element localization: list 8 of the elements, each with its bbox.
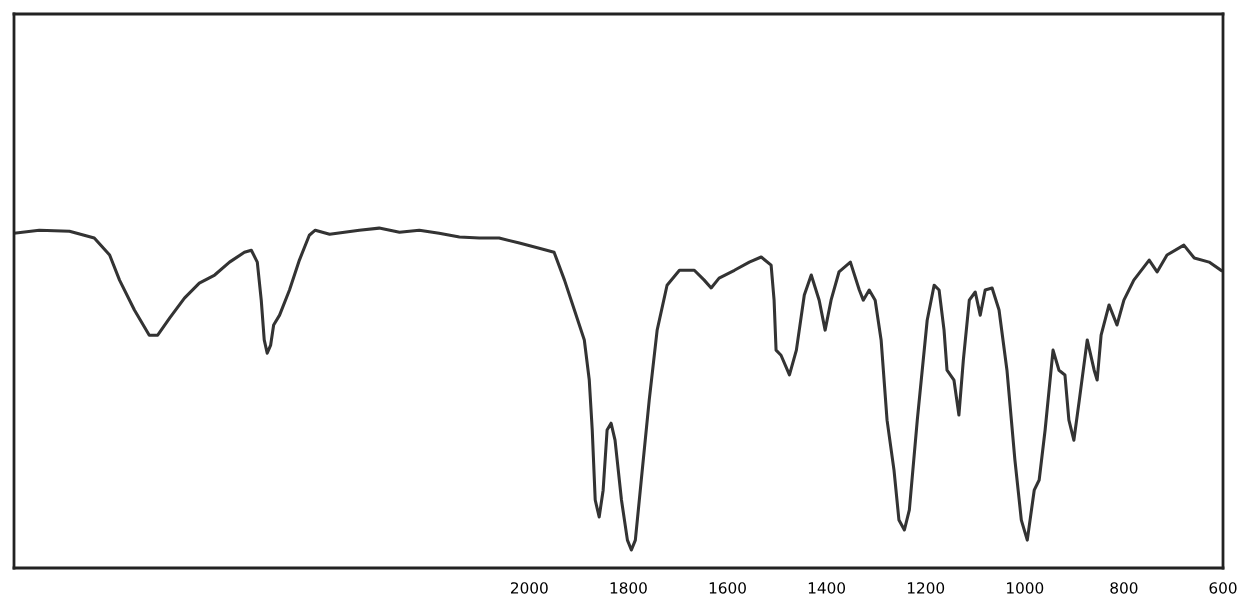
x-tick-label: 2000	[510, 582, 548, 594]
x-tick-label: 1800	[610, 582, 647, 594]
x-tick-label: 600	[1209, 582, 1237, 594]
x-tick-label: 1400	[808, 582, 846, 594]
x-tick-label: 1600	[709, 582, 746, 594]
x-tick-label: 1200	[907, 582, 945, 594]
x-tick-label: 1000	[1007, 582, 1044, 594]
x-tick-label: 800	[1110, 582, 1138, 594]
